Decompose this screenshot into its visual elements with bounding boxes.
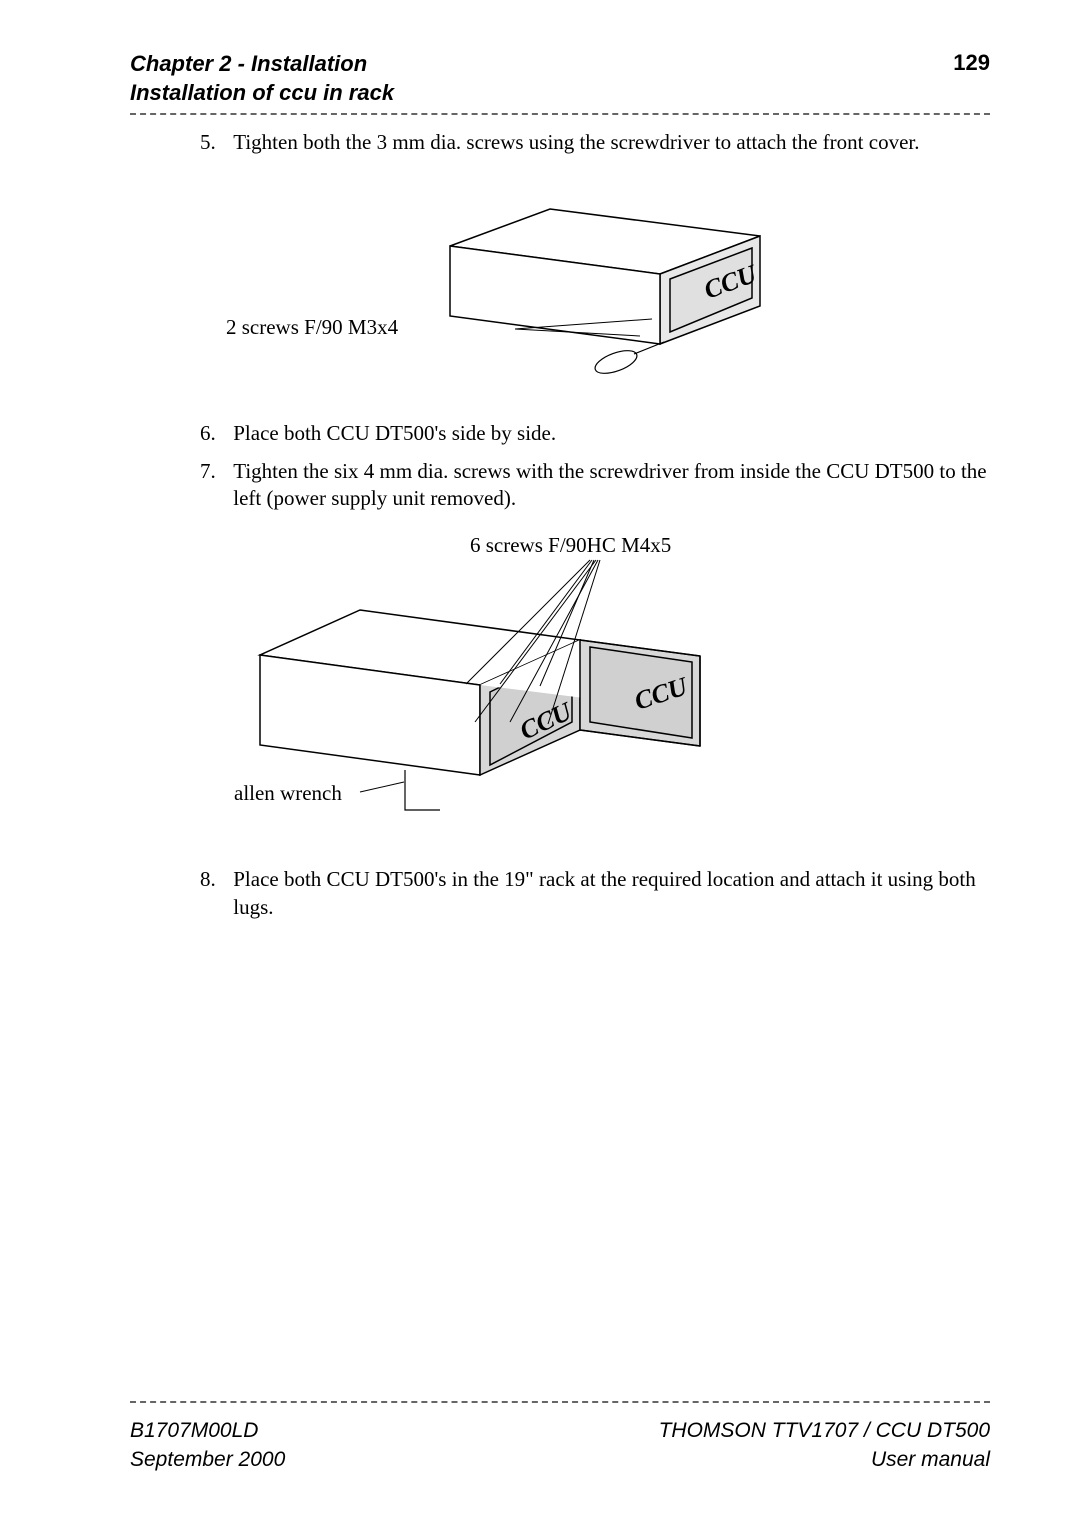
footer-left: B1707M00LD September 2000 bbox=[130, 1417, 285, 1474]
product-name: THOMSON TTV1707 / CCU DT500 bbox=[659, 1417, 990, 1445]
step-text: Place both CCU DT500's in the 19" rack a… bbox=[233, 866, 989, 921]
chapter-title: Chapter 2 - Installation bbox=[130, 50, 394, 79]
screw-label-1: 2 screws F/90 M3x4 bbox=[226, 314, 398, 341]
step-text: Tighten the six 4 mm dia. screws with th… bbox=[233, 458, 989, 513]
step-6: 6. Place both CCU DT500's side by side. bbox=[200, 420, 990, 447]
step-7: 7. Tighten the six 4 mm dia. screws with… bbox=[200, 458, 990, 513]
footer-divider bbox=[130, 1401, 990, 1403]
header-left: Chapter 2 - Installation Installation of… bbox=[130, 50, 394, 107]
step-number: 5. bbox=[200, 129, 228, 156]
step-text: Tighten both the 3 mm dia. screws using … bbox=[233, 129, 989, 156]
figure-single-ccu: CCU 2 screws F/90 M3x4 bbox=[130, 174, 990, 394]
doc-id: B1707M00LD bbox=[130, 1417, 285, 1445]
doc-type: User manual bbox=[659, 1446, 990, 1474]
tool-label: allen wrench bbox=[234, 780, 342, 807]
step-number: 7. bbox=[200, 458, 228, 485]
page-footer: B1707M00LD September 2000 THOMSON TTV170… bbox=[130, 1395, 990, 1474]
single-ccu-svg: CCU bbox=[300, 174, 820, 394]
step-number: 6. bbox=[200, 420, 228, 447]
content-area: 5. Tighten both the 3 mm dia. screws usi… bbox=[130, 129, 990, 921]
header-divider bbox=[130, 113, 990, 115]
step-8: 8. Place both CCU DT500's in the 19" rac… bbox=[200, 866, 990, 921]
chapter-subtitle: Installation of ccu in rack bbox=[130, 79, 394, 108]
step-text: Place both CCU DT500's side by side. bbox=[233, 420, 989, 447]
step-number: 8. bbox=[200, 866, 228, 893]
figure-double-ccu: CCU CCU 6 screws F/90HC M4x5 al bbox=[130, 530, 990, 840]
page-header: Chapter 2 - Installation Installation of… bbox=[130, 50, 990, 107]
doc-date: September 2000 bbox=[130, 1446, 285, 1474]
footer-right: THOMSON TTV1707 / CCU DT500 User manual bbox=[659, 1417, 990, 1474]
page-number: 129 bbox=[953, 50, 990, 76]
screw-label-2: 6 screws F/90HC M4x5 bbox=[470, 532, 671, 559]
step-5: 5. Tighten both the 3 mm dia. screws usi… bbox=[200, 129, 990, 156]
